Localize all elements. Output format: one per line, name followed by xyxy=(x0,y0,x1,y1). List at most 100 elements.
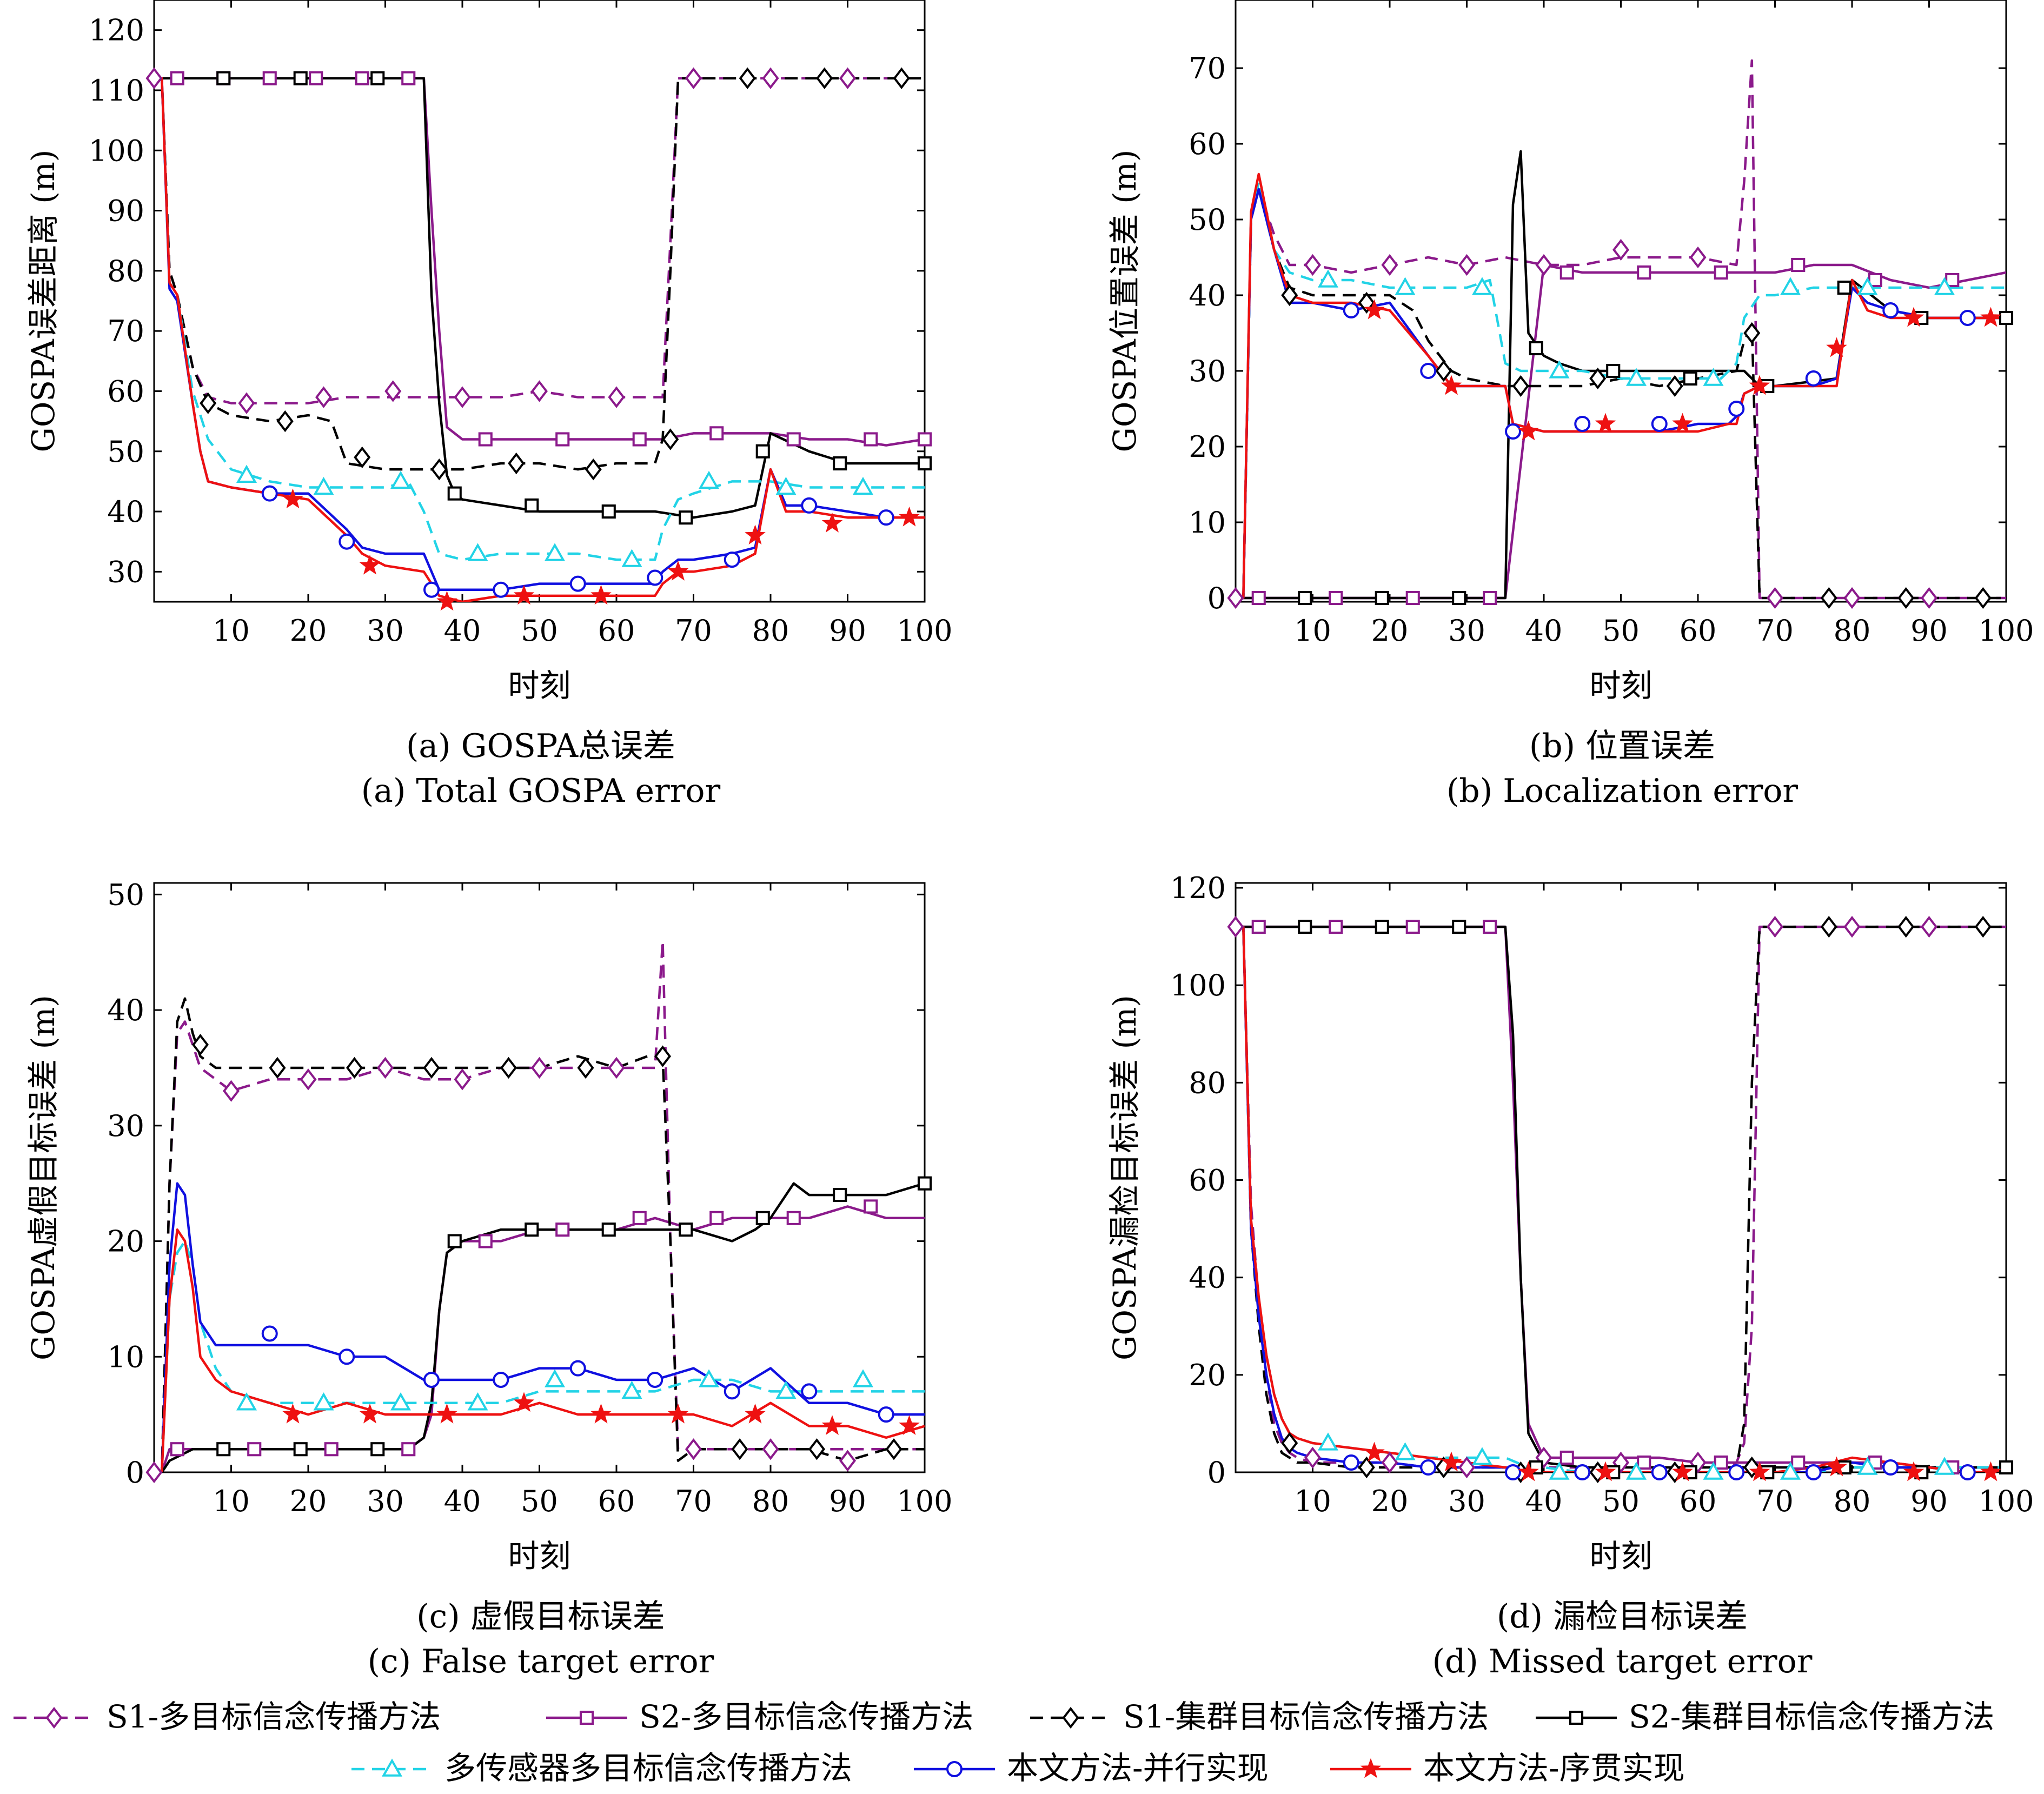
data-point-2 xyxy=(786,1211,801,1225)
data-point-6 xyxy=(647,569,663,586)
caption-cn: (d) 漏检目标误差 xyxy=(1497,1598,1748,1636)
data-point-1 xyxy=(222,1080,240,1102)
x-tick-label: 50 xyxy=(1602,1484,1640,1518)
chart-panel-3: 10 20 30 40 50 60 70 80 90 100 0 10 20 30 40 50 时刻 GOSPA虚… xyxy=(25,878,953,1680)
legend-item-7: 本文方法-序贯实现 xyxy=(1330,1750,1685,1786)
data-point-4 xyxy=(755,444,770,459)
data-point-5 xyxy=(544,543,566,561)
y-tick-label: 20 xyxy=(1189,430,1226,464)
data-point-4 xyxy=(1375,590,1389,606)
data-point-1 xyxy=(1689,246,1707,269)
data-point-3 xyxy=(1358,1456,1375,1479)
data-point-6 xyxy=(569,1360,586,1377)
data-point-6 xyxy=(1505,423,1521,440)
data-point-3 xyxy=(1435,360,1452,382)
data-point-3 xyxy=(354,446,371,469)
data-point-3 xyxy=(1820,587,1837,609)
data-point-1 xyxy=(608,386,625,408)
data-point-3 xyxy=(346,1057,363,1079)
x-tick-label: 40 xyxy=(1525,614,1563,648)
y-tick-label: 30 xyxy=(1189,354,1226,388)
y-tick-label: 110 xyxy=(89,74,144,108)
data-point-6 xyxy=(423,1372,440,1388)
data-point-5 xyxy=(1780,1461,1801,1480)
data-point-5 xyxy=(698,470,720,489)
series-line-1 xyxy=(154,77,925,404)
x-tick-label: 100 xyxy=(897,614,952,648)
data-point-4 xyxy=(1298,590,1312,606)
data-point-3 xyxy=(200,392,217,414)
data-point-2 xyxy=(478,432,493,447)
data-point-4 xyxy=(833,1188,847,1202)
data-point-7 xyxy=(1672,413,1693,433)
data-point-5 xyxy=(1934,1457,1955,1475)
data-point-5 xyxy=(1549,1461,1570,1480)
data-point-5 xyxy=(1471,277,1493,295)
y-tick-label: 40 xyxy=(1189,1261,1226,1295)
data-point-7 xyxy=(1749,375,1770,395)
data-point-2 xyxy=(555,432,570,447)
legend-marker xyxy=(381,1758,403,1777)
data-point-7 xyxy=(1672,1461,1693,1481)
y-tick-label: 40 xyxy=(1189,278,1226,313)
legend-marker xyxy=(1062,1706,1079,1729)
data-point-2 xyxy=(309,71,323,85)
data-point-5 xyxy=(852,1369,874,1387)
x-tick-label: 20 xyxy=(1371,1484,1409,1518)
legend-marker xyxy=(946,1761,963,1777)
series-line-3 xyxy=(154,77,925,471)
data-point-3 xyxy=(269,1057,286,1079)
data-point-3 xyxy=(1897,915,1915,938)
data-point-4 xyxy=(917,1176,932,1191)
data-point-4 xyxy=(1999,1460,2014,1475)
caption-en: (d) Missed target error xyxy=(1432,1643,1813,1680)
data-point-7 xyxy=(1980,307,2001,327)
data-point-3 xyxy=(430,458,448,481)
series-line-1 xyxy=(1236,59,2006,600)
data-point-7 xyxy=(282,1403,303,1424)
data-point-6 xyxy=(1882,1459,1899,1476)
data-point-6 xyxy=(423,581,440,598)
data-point-7 xyxy=(899,506,920,527)
data-point-2 xyxy=(1251,920,1266,934)
x-tick-label: 70 xyxy=(1756,1484,1794,1518)
data-point-4 xyxy=(601,504,616,519)
plot-frame xyxy=(1235,0,2007,603)
data-point-1 xyxy=(530,380,548,402)
data-point-6 xyxy=(1574,1464,1591,1480)
data-point-3 xyxy=(1743,1456,1761,1479)
x-tick-label: 90 xyxy=(1910,1484,1948,1518)
legend-label: 本文方法-并行实现 xyxy=(1007,1750,1269,1786)
data-point-2 xyxy=(262,71,277,85)
data-point-7 xyxy=(590,1403,612,1424)
data-point-2 xyxy=(1559,265,1574,280)
series-line-5 xyxy=(154,1240,925,1472)
data-point-1 xyxy=(384,380,402,402)
data-point-1 xyxy=(315,386,333,408)
marker-group xyxy=(1227,238,2014,609)
data-point-2 xyxy=(1405,590,1420,606)
data-point-1 xyxy=(1612,238,1630,261)
series-line-7 xyxy=(1236,172,2006,600)
y-tick-label: 90 xyxy=(107,194,144,228)
data-point-5 xyxy=(1703,1461,1724,1480)
x-axis-label: 时刻 xyxy=(508,1538,570,1574)
data-point-4 xyxy=(679,510,693,525)
data-point-5 xyxy=(313,1392,334,1411)
series-line-7 xyxy=(154,1228,925,1472)
chart-panels: 10 20 30 40 50 60 70 80 90 1003040506070809010011… xyxy=(25,0,2034,1680)
data-point-4 xyxy=(1529,341,1543,356)
data-point-7 xyxy=(1826,1456,1847,1477)
x-tick-label: 100 xyxy=(1978,614,2034,648)
data-point-1 xyxy=(762,1438,779,1460)
data-point-4 xyxy=(1452,590,1466,606)
data-point-2 xyxy=(555,1222,570,1237)
data-point-2 xyxy=(1405,920,1420,934)
x-tick-label: 40 xyxy=(444,1484,481,1518)
data-point-7 xyxy=(359,554,381,575)
data-point-6 xyxy=(339,533,355,550)
y-tick-label: 50 xyxy=(107,435,144,469)
data-point-6 xyxy=(1805,370,1822,387)
data-point-1 xyxy=(1381,254,1398,276)
data-point-1 xyxy=(1535,254,1552,276)
